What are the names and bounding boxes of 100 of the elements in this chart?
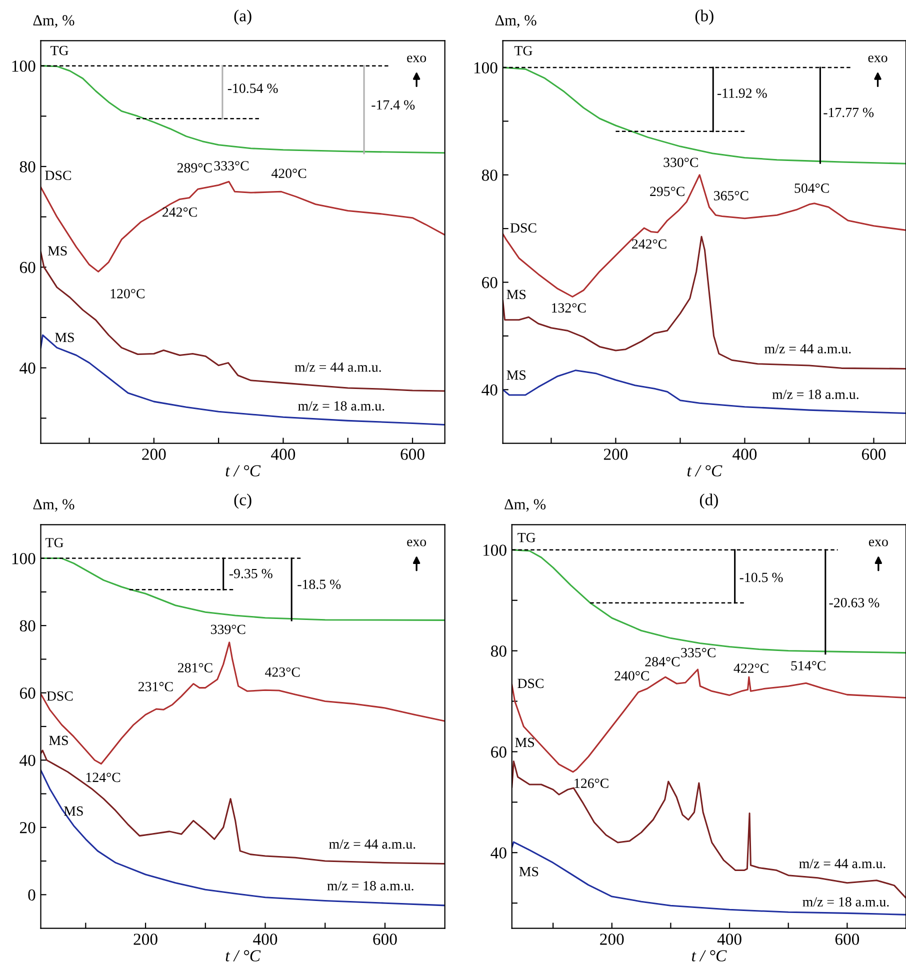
line-series	[40, 750, 445, 864]
annotation: DSC	[518, 678, 544, 688]
annotation: 365°C	[714, 191, 748, 200]
annotation: 423°C	[265, 667, 300, 677]
annotation: 514°C	[791, 661, 826, 670]
line-series	[40, 180, 445, 272]
annotation: -17.77 %	[824, 108, 874, 118]
annotation: -10.54 %	[228, 84, 278, 94]
y-tick-label: 80	[20, 620, 36, 632]
x-tick-label: 400	[732, 448, 757, 460]
annotation: 284°C	[645, 657, 680, 666]
x-tick-label: 600	[373, 934, 397, 945]
y-tick-label: 80	[482, 170, 498, 181]
line-series	[512, 760, 906, 899]
annotation: DSC	[46, 691, 73, 701]
annotation: -20.63 %	[829, 598, 880, 608]
annotation: 242°C	[162, 207, 197, 217]
annotation: -10.5 %	[740, 572, 783, 582]
y-tick-label: 40	[482, 384, 498, 396]
line-series	[40, 642, 445, 765]
y-tick-label: 20	[20, 822, 36, 834]
y-axis-title: Δm, %	[504, 499, 546, 512]
annotation: m/z = 18 a.m.u.	[772, 390, 858, 400]
y-tick-label: 60	[20, 688, 36, 699]
x-tick-label: 200	[600, 934, 624, 945]
annotation: TG	[514, 46, 532, 56]
x-tick-label: 200	[604, 448, 628, 460]
annotation: MS	[506, 290, 526, 300]
annotation: MS	[506, 370, 526, 380]
x-axis-title: t / °C	[692, 950, 727, 962]
annotation: MS	[55, 332, 74, 342]
annotation: m/z = 18 a.m.u.	[802, 897, 889, 907]
annotation: m/z = 44 a.m.u.	[799, 858, 886, 868]
annotation: exo	[868, 56, 888, 62]
line-series	[512, 841, 906, 916]
y-tick-label: 40	[20, 362, 36, 374]
x-tick-label: 600	[862, 448, 886, 460]
annotation: 132°C	[552, 303, 586, 313]
x-tick-label: 600	[835, 934, 860, 945]
annotation: MS	[48, 246, 67, 256]
y-tick-label: 40	[20, 754, 36, 766]
x-tick-label: 400	[271, 448, 296, 460]
annotation: 124°C	[86, 772, 120, 782]
chart-title: (d)	[700, 494, 718, 509]
annotation: 335°C	[681, 648, 716, 658]
line-series	[502, 174, 906, 298]
annotation: 422°C	[734, 664, 768, 673]
y-tick-label: 100	[12, 60, 36, 72]
annotation: MS	[519, 866, 538, 876]
annotation: m/z = 18 a.m.u.	[327, 881, 414, 890]
annotation: MS	[49, 736, 68, 746]
y-tick-label: 100	[474, 62, 498, 74]
y-tick-label: 0	[28, 889, 36, 901]
x-tick-label: 200	[142, 448, 166, 460]
y-tick-label: 60	[491, 746, 506, 758]
annotation: exo	[407, 56, 426, 62]
annotation: 295°C	[650, 186, 684, 196]
annotation: 330°C	[664, 158, 698, 168]
y-axis-title: Δm, %	[495, 15, 536, 28]
annotation: m/z = 44 a.m.u.	[329, 839, 416, 849]
annotation: DSC	[510, 223, 536, 233]
y-tick-label: 60	[20, 262, 36, 274]
annotation: -18.5 %	[298, 580, 341, 590]
y-tick-label: 60	[482, 276, 498, 288]
line-series	[502, 370, 906, 414]
y-axis-title: Δm, %	[33, 15, 74, 28]
line-series	[40, 769, 445, 906]
y-tick-label: 80	[20, 161, 36, 172]
chart-title: (c)	[234, 494, 252, 509]
x-tick-label: 400	[253, 934, 278, 945]
annotation: MS	[64, 806, 83, 816]
annotation: 333°C	[214, 161, 249, 170]
annotation: 231°C	[138, 682, 173, 692]
annotation: m/z = 44 a.m.u.	[294, 362, 381, 372]
annotation: 242°C	[632, 239, 666, 249]
annotation: TG	[50, 46, 68, 56]
annotation: 289°C	[177, 163, 212, 172]
x-tick-label: 200	[134, 934, 158, 945]
x-axis-title: t / °C	[226, 465, 261, 476]
y-tick-label: 40	[490, 847, 506, 859]
y-tick-label: 80	[491, 646, 506, 657]
annotation: 339°C	[210, 624, 246, 634]
annotation: DSC	[45, 170, 71, 180]
y-tick-label: 100	[483, 544, 506, 556]
annotation: 281°C	[178, 663, 212, 672]
line-series	[40, 334, 445, 426]
x-tick-label: 400	[717, 934, 742, 945]
line-series	[502, 236, 906, 370]
annotation: 126°C	[574, 778, 608, 788]
annotation: -17.4 %	[372, 100, 415, 110]
annotation: m/z = 18 a.m.u.	[298, 401, 384, 411]
annotation: exo	[407, 540, 426, 546]
annotation: 120°C	[110, 288, 144, 298]
x-axis-title: t / °C	[226, 950, 261, 962]
annotation: m/z = 44 a.m.u.	[764, 344, 851, 354]
annotation: 240°C	[614, 671, 649, 681]
annotation: -9.35 %	[229, 568, 272, 578]
chart-title: (b)	[695, 10, 714, 25]
annotation: MS	[515, 738, 534, 748]
x-tick-label: 600	[400, 448, 424, 460]
